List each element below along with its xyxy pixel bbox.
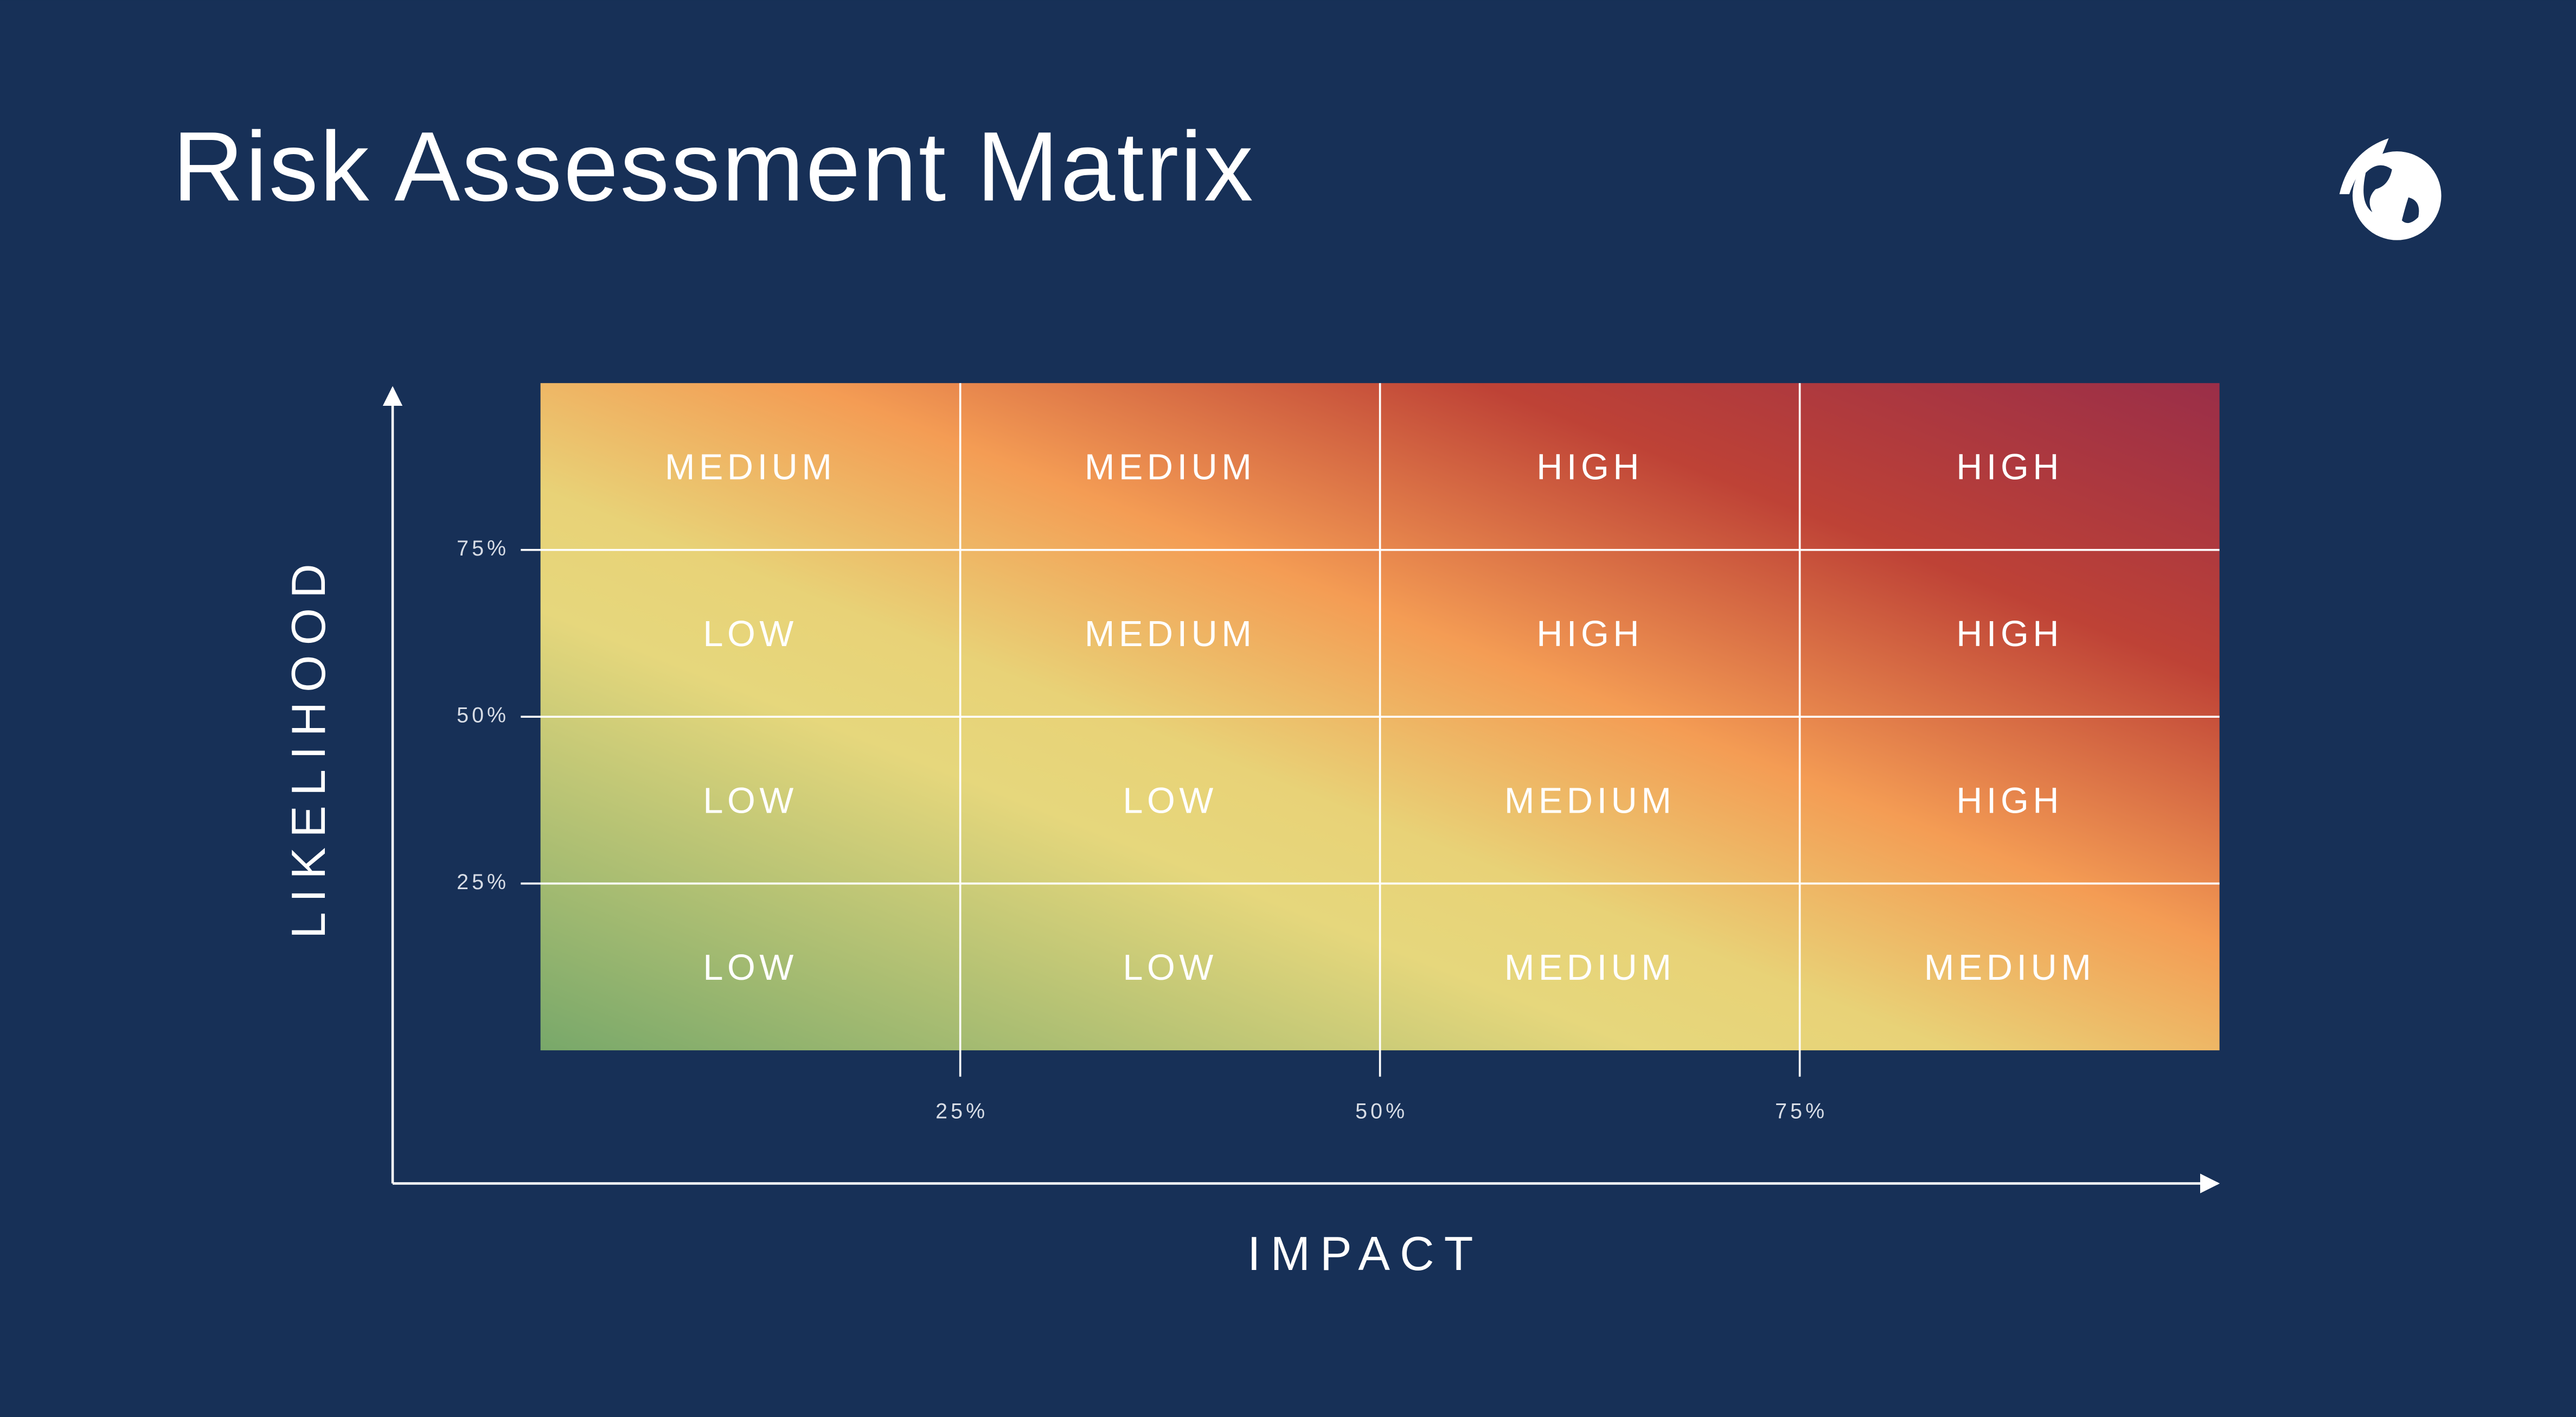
risk-level: HIGH [1956,781,2063,821]
x-tick-label: 50% [1355,1100,1408,1124]
logo [2339,138,2442,240]
y-tick-label: 25% [457,870,509,894]
y-tick-label: 50% [457,704,509,727]
risk-level: MEDIUM [665,448,836,488]
risk-level: LOW [703,781,797,821]
risk-level: HIGH [1956,448,2063,488]
y-axis-label: LIKELIHOOD [281,554,335,939]
risk-level: MEDIUM [1085,448,1256,488]
risk-level: MEDIUM [1085,614,1256,654]
risk-level: MEDIUM [1504,948,1676,988]
risk-level: HIGH [1536,448,1643,488]
x-tick-label: 75% [1775,1100,1828,1124]
risk-level: LOW [1123,781,1217,821]
risk-level: MEDIUM [1504,781,1676,821]
x-tick-label: 25% [935,1100,988,1124]
risk-level: LOW [703,948,797,988]
title: Risk Assessment Matrix [172,111,1255,221]
risk-level: HIGH [1956,614,2063,654]
risk-level: LOW [703,614,797,654]
risk-level: HIGH [1536,614,1643,654]
risk-level: LOW [1123,948,1217,988]
risk-level: MEDIUM [1924,948,2096,988]
y-tick-label: 75% [457,537,509,560]
x-axis-label: IMPACT [1247,1227,1483,1280]
